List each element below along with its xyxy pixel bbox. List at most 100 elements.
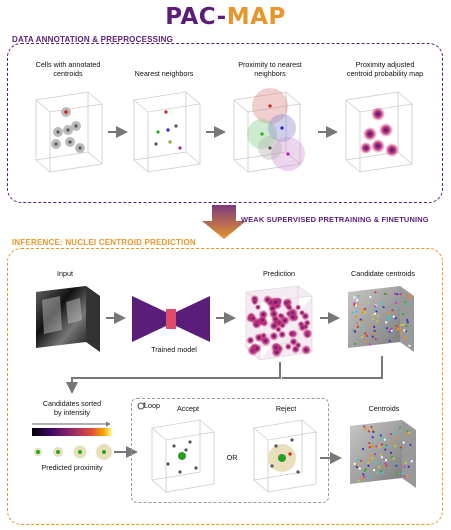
centroid-dot	[403, 475, 406, 478]
centroid-dot	[373, 312, 377, 315]
reject-label: Reject	[275, 404, 297, 413]
centroid-dot	[374, 337, 377, 340]
annotation-section-box	[7, 43, 443, 203]
centroid-dot	[384, 448, 387, 451]
centroid-dot	[355, 310, 358, 313]
prediction-blob	[291, 344, 301, 354]
centroid-dot	[361, 311, 364, 314]
training-label: WEAK SUPERVISED PRETRAINING & FINETUNING	[241, 215, 429, 224]
centroid-dot	[407, 431, 411, 434]
prediction-blob	[304, 331, 311, 339]
prediction-blob	[295, 304, 302, 311]
centroid-dot	[358, 467, 361, 470]
input-label: Input	[57, 269, 73, 278]
accept-cube	[151, 419, 215, 493]
centroid-dot	[385, 321, 388, 324]
centroid-dot	[383, 292, 386, 295]
centroid-dot	[406, 318, 409, 322]
centroid-dot	[354, 330, 357, 333]
centroid-dot	[367, 301, 370, 305]
centroid-dot	[375, 471, 378, 474]
centroid-dot	[404, 461, 407, 465]
centroid-dot	[363, 311, 366, 314]
centroid-dot	[387, 318, 390, 321]
centroid-dot	[371, 335, 374, 338]
centroid-dot	[377, 466, 381, 469]
figure-title: PAC-MAP	[165, 4, 286, 30]
loop-label: Loop	[144, 401, 160, 410]
panel-proximity-label: Proximity to nearest neighbors	[238, 60, 302, 78]
centroid-dot	[389, 451, 393, 454]
centroid-dot	[394, 307, 397, 310]
inference-section-box	[7, 248, 443, 525]
centroid-dot	[407, 294, 410, 297]
centroid-dot	[369, 475, 372, 478]
prediction-cube	[245, 285, 313, 361]
centroid-dot	[395, 325, 398, 328]
centroid-dot	[360, 294, 363, 297]
trained-model-label: Trained model	[151, 345, 197, 354]
centroid-dot	[365, 340, 368, 343]
centroid-dot	[392, 315, 395, 318]
centroid-dot	[363, 475, 366, 478]
centroid-dot	[385, 446, 388, 449]
reject-cube	[253, 419, 317, 493]
prediction-blob	[298, 309, 306, 316]
centroid-dot	[388, 330, 392, 333]
centroid-dot	[380, 469, 383, 473]
prediction-blob	[287, 330, 296, 338]
centroid-dot	[371, 436, 374, 439]
centroid-dot	[390, 329, 393, 332]
centroid-dot	[368, 343, 372, 346]
centroid-dot	[394, 445, 397, 448]
centroid-dot	[360, 326, 363, 329]
centroid-dot	[372, 430, 375, 433]
centroid-dot	[379, 453, 383, 457]
prediction-blob	[254, 304, 261, 311]
centroid-dot	[398, 328, 402, 332]
loop-box	[131, 398, 329, 503]
centroid-dot	[406, 475, 409, 478]
centroid-dot	[375, 461, 378, 464]
centroid-dot	[360, 477, 363, 480]
prediction-blob	[267, 303, 278, 313]
centroid-dot	[403, 465, 406, 468]
centroid-dot	[353, 296, 356, 299]
accept-label: Accept	[177, 404, 199, 413]
centroid-dot	[356, 299, 359, 302]
centroid-dot	[392, 457, 395, 460]
predicted-proximity-label: Predicted proximity	[41, 463, 103, 472]
centroid-dot	[357, 295, 360, 298]
centroid-dot	[390, 441, 393, 444]
centroid-dot	[371, 445, 375, 448]
prediction-blob	[277, 312, 284, 319]
input-cube	[36, 286, 100, 352]
centroid-dot	[371, 457, 374, 460]
centroid-dot	[375, 445, 378, 448]
prediction-blob	[285, 303, 293, 311]
centroid-dot	[370, 324, 373, 327]
centroid-dot	[381, 302, 384, 305]
centroid-dot	[371, 428, 375, 431]
centroid-dot	[388, 339, 391, 342]
centroid-dot	[402, 332, 405, 335]
training-arrow	[202, 205, 246, 239]
centroids-label: Centroids	[368, 404, 400, 413]
prediction-blob	[278, 330, 287, 339]
centroid-dot	[367, 462, 370, 465]
centroid-dot	[393, 292, 397, 295]
centroid-dot	[353, 303, 356, 307]
centroid-dot	[408, 344, 411, 347]
centroid-dot	[353, 342, 357, 345]
centroid-dot	[372, 469, 376, 472]
centroid-dot	[359, 318, 362, 321]
centroid-dot	[397, 327, 400, 330]
centroid-dot	[388, 311, 391, 315]
panel-neighbors-label: Nearest neighbors	[134, 69, 194, 78]
prediction-blob	[263, 295, 273, 305]
centroid-dot	[383, 438, 386, 441]
centroid-dot	[365, 334, 369, 337]
centroid-dot	[394, 317, 397, 320]
centroid-dot	[356, 325, 360, 328]
